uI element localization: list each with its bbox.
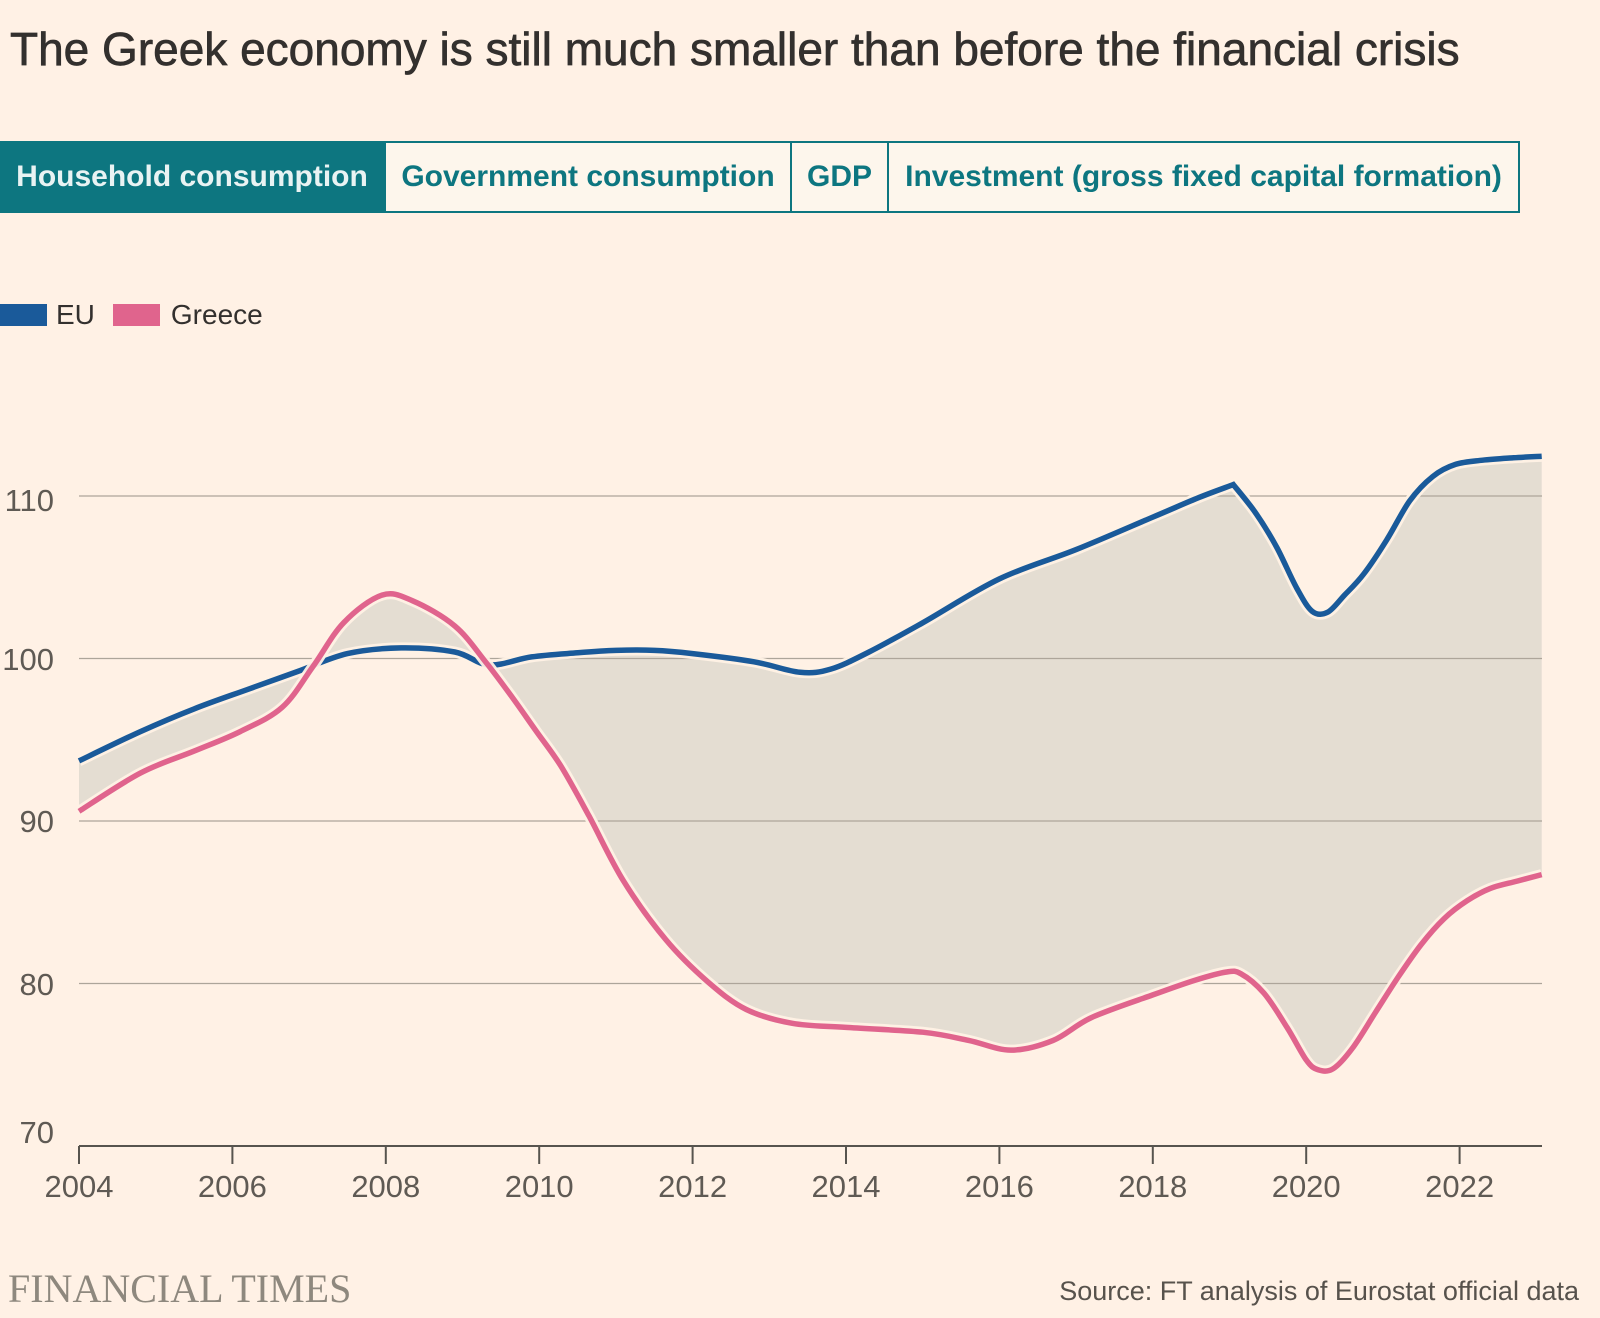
svg-text:2004: 2004 (45, 1169, 114, 1204)
svg-text:2006: 2006 (198, 1169, 267, 1204)
svg-text:100: 100 (2, 642, 54, 677)
svg-text:2020: 2020 (1272, 1169, 1341, 1204)
svg-text:2016: 2016 (965, 1169, 1034, 1204)
svg-text:90: 90 (20, 804, 54, 839)
svg-text:2014: 2014 (812, 1169, 881, 1204)
svg-text:2018: 2018 (1118, 1169, 1187, 1204)
svg-text:2012: 2012 (658, 1169, 727, 1204)
svg-text:2022: 2022 (1425, 1169, 1494, 1204)
svg-text:70: 70 (20, 1115, 54, 1150)
svg-text:2010: 2010 (505, 1169, 574, 1204)
svg-text:110: 110 (5, 483, 54, 518)
svg-text:80: 80 (20, 967, 54, 1002)
svg-text:2008: 2008 (351, 1169, 420, 1204)
